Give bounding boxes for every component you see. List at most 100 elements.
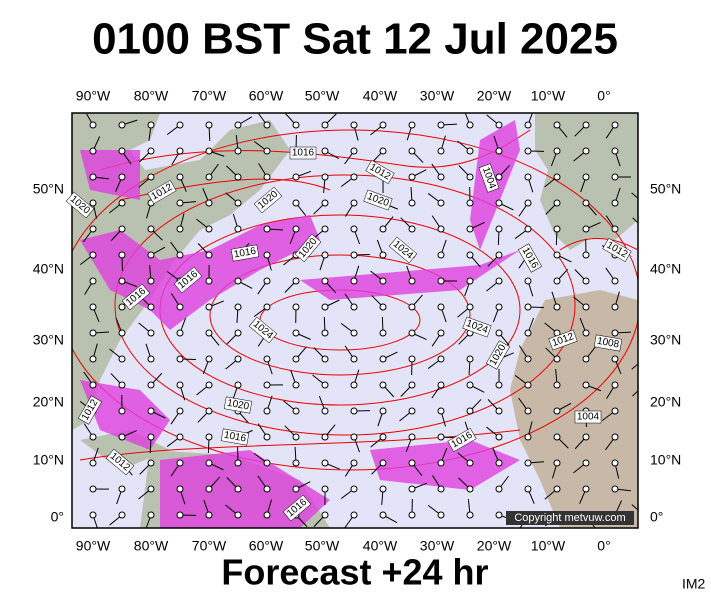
station — [205, 407, 213, 415]
station — [321, 407, 329, 415]
lon-label-top: 10°W — [531, 88, 566, 104]
station — [641, 486, 647, 492]
lon-label-bottom: 40°W — [363, 538, 398, 554]
station — [350, 225, 358, 233]
lat-label-right: 10°N — [650, 452, 681, 468]
station — [466, 485, 474, 493]
station — [466, 225, 474, 233]
station — [350, 121, 358, 129]
station — [495, 121, 503, 129]
station — [553, 225, 561, 233]
isobar-label-box — [517, 243, 543, 273]
station — [611, 407, 619, 415]
station — [408, 147, 416, 155]
station — [205, 225, 213, 233]
station — [176, 329, 184, 337]
isobar-label-box — [65, 191, 95, 219]
station — [582, 173, 590, 181]
station — [147, 511, 155, 519]
station — [234, 511, 242, 519]
lon-label-bottom: 80°W — [134, 538, 169, 554]
station — [495, 303, 503, 311]
station — [466, 277, 474, 285]
station — [437, 199, 445, 207]
station — [234, 355, 242, 363]
station — [553, 147, 561, 155]
station — [466, 511, 474, 519]
isobar-label-box — [363, 189, 393, 211]
station — [176, 433, 184, 441]
station — [524, 433, 532, 441]
station — [350, 355, 358, 363]
station — [176, 121, 184, 129]
station — [292, 485, 300, 493]
lon-label-top: 70°W — [192, 88, 227, 104]
station — [205, 147, 213, 155]
station — [89, 485, 97, 493]
station — [437, 303, 445, 311]
isobar-label-box — [147, 179, 177, 205]
station — [641, 304, 647, 310]
station — [89, 459, 97, 467]
station — [582, 277, 590, 285]
station — [408, 459, 416, 467]
station — [408, 485, 416, 493]
station — [118, 225, 126, 233]
station — [205, 511, 213, 519]
station — [118, 173, 126, 181]
wind-barb — [642, 411, 644, 427]
station — [205, 173, 213, 181]
station — [292, 355, 300, 363]
station — [437, 251, 445, 259]
station — [582, 225, 590, 233]
station — [379, 277, 387, 285]
station — [582, 121, 590, 129]
station — [118, 355, 126, 363]
station — [350, 277, 358, 285]
station — [292, 121, 300, 129]
station — [553, 277, 561, 285]
isobar-label-box — [593, 334, 623, 352]
isobar-label-box — [574, 410, 602, 424]
europe — [535, 113, 638, 250]
station — [611, 329, 619, 337]
station — [611, 303, 619, 311]
station — [176, 511, 184, 519]
station — [524, 407, 532, 415]
station — [466, 355, 474, 363]
station — [292, 459, 300, 467]
station — [524, 147, 532, 155]
station — [408, 199, 416, 207]
station — [263, 303, 271, 311]
station — [379, 381, 387, 389]
station — [553, 381, 561, 389]
station — [524, 329, 532, 337]
station — [437, 147, 445, 155]
lon-label-bottom: 20°W — [477, 538, 512, 554]
station — [611, 173, 619, 181]
lon-label-bottom: 0° — [597, 538, 610, 554]
station — [641, 122, 647, 128]
lat-label-left: 10°N — [33, 452, 64, 468]
isobar-label-box — [548, 329, 578, 351]
station — [553, 199, 561, 207]
station — [495, 199, 503, 207]
station — [234, 199, 242, 207]
station — [118, 199, 126, 207]
station — [641, 382, 647, 388]
station — [321, 511, 329, 519]
station — [321, 381, 329, 389]
station — [89, 173, 97, 181]
station — [524, 173, 532, 181]
station — [466, 199, 474, 207]
copyright-box — [506, 511, 634, 525]
station — [205, 277, 213, 285]
station — [292, 173, 300, 181]
station — [437, 355, 445, 363]
isobar-label-box — [365, 159, 395, 185]
station — [176, 485, 184, 493]
isobar-label-box — [478, 163, 500, 193]
station — [437, 329, 445, 337]
station — [176, 251, 184, 259]
lon-label-top: 30°W — [420, 88, 455, 104]
